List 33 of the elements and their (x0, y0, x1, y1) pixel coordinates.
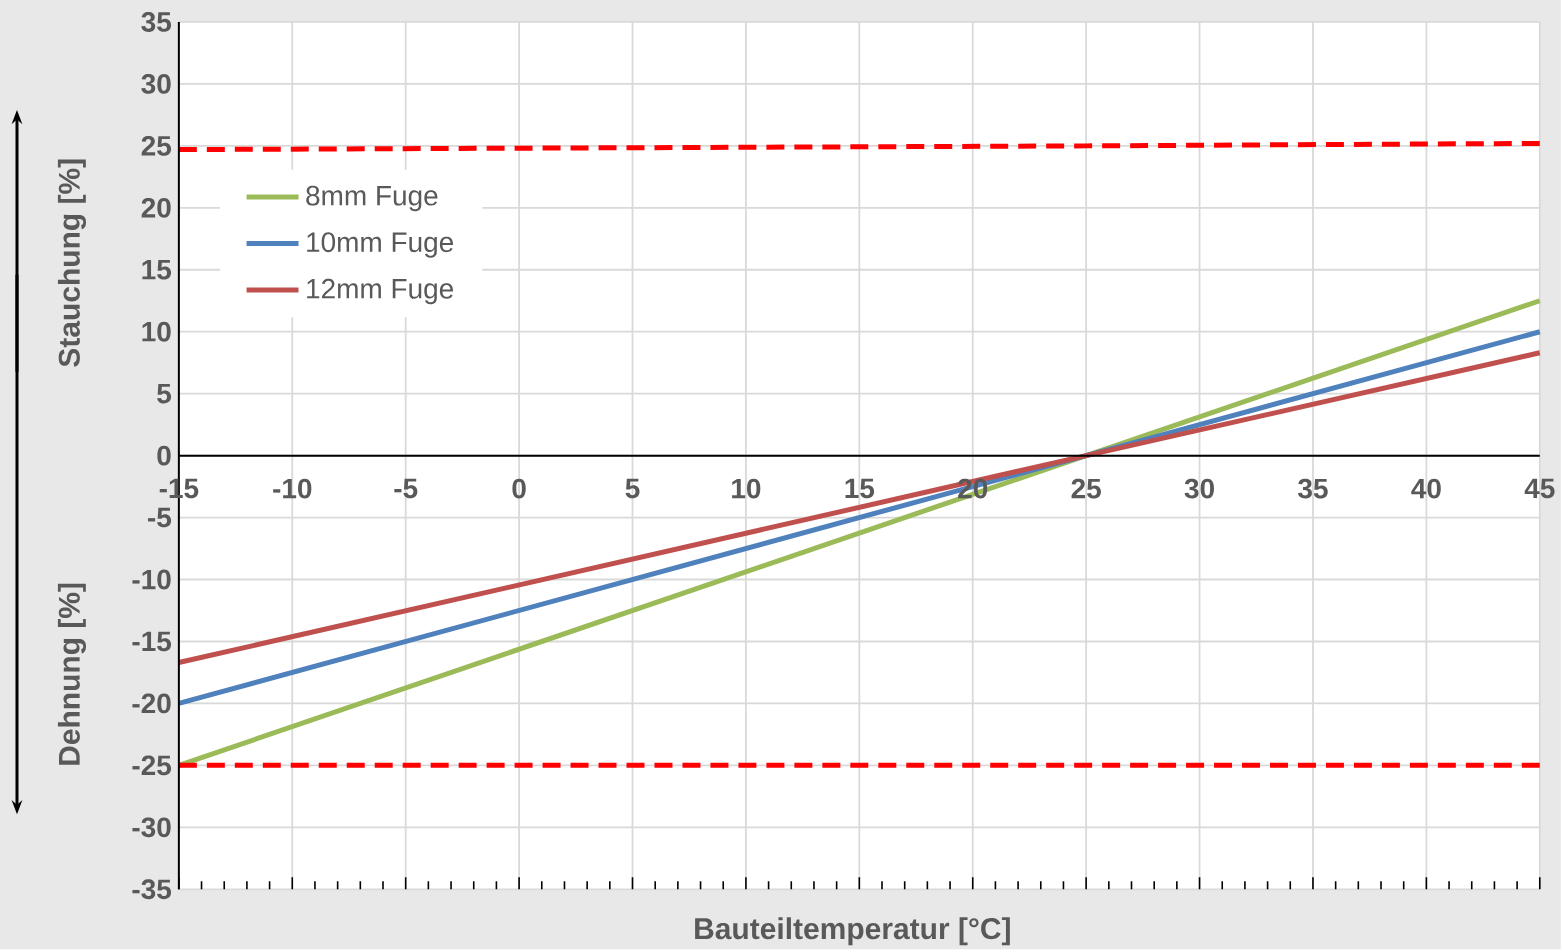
y-tick-label: -30 (132, 817, 171, 838)
x-tick-label: 20 (958, 478, 988, 499)
x-tick-label: 15 (845, 478, 875, 499)
x-tick-label: 40 (1411, 478, 1441, 499)
x-tick-label: 5 (625, 478, 640, 499)
y-tick-label: 30 (141, 74, 171, 94)
x-tick-label: 30 (1184, 478, 1214, 499)
x-axis-title: Bauteiltemperatur [°C] (695, 917, 1010, 946)
y-tick-label: 10 (142, 321, 171, 342)
y-tick-label: 5 (157, 383, 172, 404)
y-tick-label: 0 (157, 445, 171, 466)
legend-label: 8mm Fuge (306, 185, 438, 212)
y-tick-label: 20 (141, 197, 171, 218)
text: Dehnung [%] (57, 583, 86, 765)
y-tick-label: 35 (141, 12, 172, 32)
x-tick-label: 35 (1298, 478, 1328, 499)
x-tick-label: -5 (394, 478, 418, 499)
y-tick-label: -5 (148, 507, 172, 528)
y-tick-label: -35 (132, 879, 172, 900)
x-tick-label: 25 (1071, 478, 1101, 499)
x-tick-label: 10 (732, 478, 761, 499)
x-tick-label: -10 (273, 478, 312, 499)
legend-label: 10mm Fuge (307, 232, 454, 258)
y-tick-label: -20 (132, 693, 171, 714)
y-tick-label: 15 (142, 260, 172, 280)
x-tick-label: 45 (1524, 478, 1555, 499)
y-tick-label: 25 (141, 136, 172, 156)
y-axis-title: Stauchung [%] (57, 159, 86, 367)
x-tick-label: 0 (512, 478, 526, 499)
legend-label: 12mm Fuge (307, 278, 454, 305)
y-tick-label: -15 (132, 631, 172, 652)
y-tick-label: -10 (132, 569, 171, 590)
y-tick-label: -25 (132, 755, 172, 776)
